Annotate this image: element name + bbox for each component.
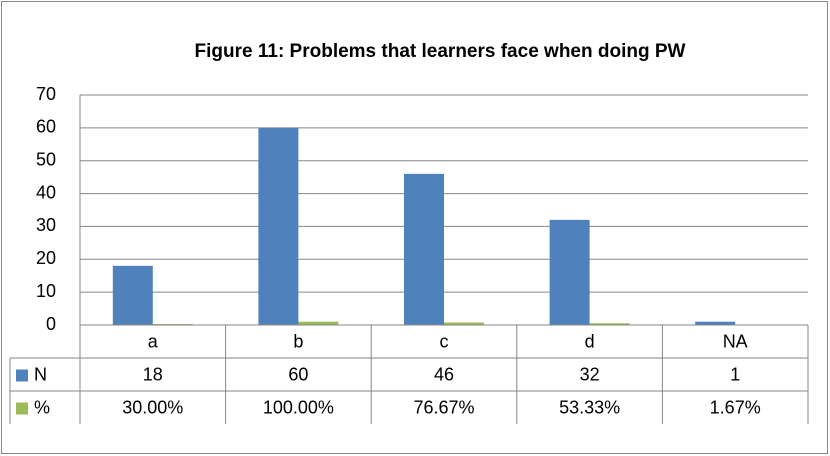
y-tick-label: 40 <box>36 182 56 202</box>
bar <box>112 265 153 325</box>
table-cell: 32 <box>580 364 600 384</box>
y-tick-label: 60 <box>36 117 56 137</box>
legend-label: N <box>34 364 47 384</box>
bar <box>258 127 299 325</box>
bar <box>695 321 736 325</box>
table-cell: 100.00% <box>263 397 334 417</box>
table-cell: 1 <box>730 364 740 384</box>
bar <box>444 322 484 325</box>
table-cell: 60 <box>288 364 308 384</box>
x-tick-label: c <box>440 331 449 351</box>
x-tick-label: NA <box>723 331 748 351</box>
y-tick-label: 30 <box>36 215 56 235</box>
table-cell: 1.67% <box>710 397 761 417</box>
y-tick-label: 70 <box>36 84 56 104</box>
y-tick-label: 0 <box>46 314 56 334</box>
chart-title: Figure 11: Problems that learners face w… <box>195 41 686 62</box>
legend-swatch <box>16 402 28 415</box>
x-tick-label: b <box>293 331 303 351</box>
bar <box>298 321 339 325</box>
legend-swatch <box>16 369 28 382</box>
bar <box>404 173 444 325</box>
x-tick-label: d <box>585 331 595 351</box>
bar <box>589 323 630 325</box>
legend-label: % <box>34 397 50 417</box>
table-cell: 46 <box>434 364 454 384</box>
table-cell: 30.00% <box>122 397 183 417</box>
table-cell: 18 <box>143 364 163 384</box>
y-tick-label: 50 <box>36 149 56 169</box>
x-tick-label: a <box>148 331 159 351</box>
table-cell: 53.33% <box>559 397 620 417</box>
y-tick-label: 20 <box>36 248 56 268</box>
bar <box>549 219 590 325</box>
y-tick-label: 10 <box>36 281 56 301</box>
table-cell: 76.67% <box>413 397 474 417</box>
